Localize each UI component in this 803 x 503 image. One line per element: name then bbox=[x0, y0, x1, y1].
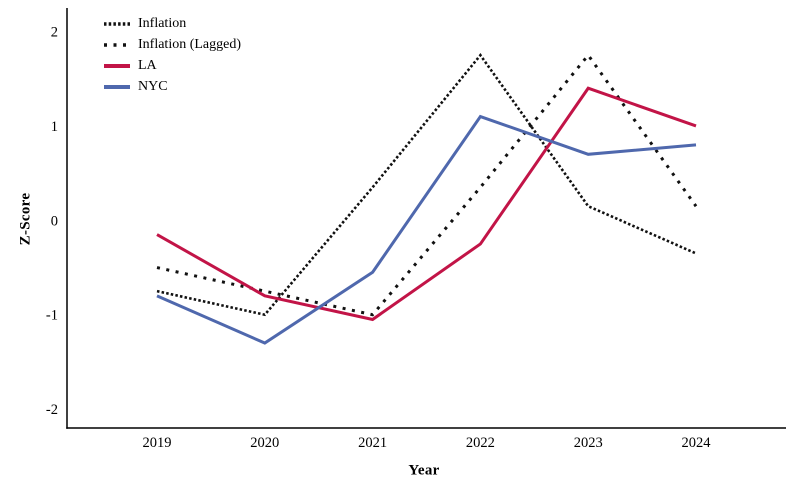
x-tick-label: 2020 bbox=[250, 435, 279, 451]
y-tick-label: -2 bbox=[46, 402, 58, 418]
legend-item-inflation: Inflation bbox=[103, 15, 241, 32]
legend-label: NYC bbox=[138, 78, 168, 94]
x-tick-label: 2023 bbox=[574, 435, 603, 451]
legend-item-inflation-lagged: Inflation (Lagged) bbox=[103, 36, 241, 53]
y-tick-label: 2 bbox=[51, 25, 58, 41]
series-line-la bbox=[156, 86, 697, 322]
legend-item-la: LA bbox=[103, 57, 241, 74]
legend-line-sample-inflation-lagged bbox=[104, 42, 130, 47]
legend-label: LA bbox=[138, 57, 157, 73]
x-tick-label: 2022 bbox=[466, 435, 495, 451]
y-tick-label: 0 bbox=[51, 213, 58, 229]
y-axis-title: Z-Score bbox=[17, 192, 34, 246]
y-tick-label: 1 bbox=[51, 119, 58, 135]
x-axis-title: Year bbox=[408, 462, 440, 479]
series-line-inflation bbox=[156, 53, 697, 317]
x-tick-label: 2024 bbox=[682, 435, 712, 451]
legend-line-sample-la bbox=[104, 63, 130, 68]
legend-item-nyc: NYC bbox=[103, 78, 241, 95]
x-tick-label: 2019 bbox=[143, 435, 172, 451]
x-tick-label: 2021 bbox=[358, 435, 387, 451]
legend-line-sample-inflation bbox=[104, 21, 130, 26]
y-tick-label: -1 bbox=[46, 308, 58, 324]
legend-line-sample-nyc bbox=[104, 84, 130, 89]
legend-label: Inflation (Lagged) bbox=[138, 36, 242, 52]
series-line-nyc bbox=[156, 114, 697, 345]
legend: Inflation Inflation (Lagged) LA NYC bbox=[103, 15, 241, 95]
series-line-inflation-lagged bbox=[156, 52, 698, 317]
legend-label: Inflation bbox=[138, 15, 187, 31]
